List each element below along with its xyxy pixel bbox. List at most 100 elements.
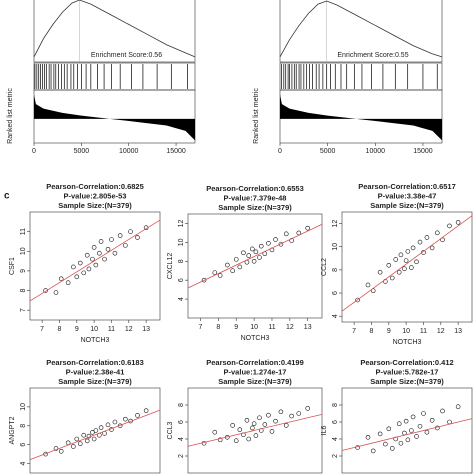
point xyxy=(237,264,243,270)
x-axis-label: NOTCH3 xyxy=(393,339,422,346)
point xyxy=(217,273,223,278)
point xyxy=(257,415,262,421)
point xyxy=(365,434,371,440)
point xyxy=(135,235,140,240)
point xyxy=(91,436,97,442)
point xyxy=(230,268,235,274)
point xyxy=(117,233,123,238)
point xyxy=(402,266,407,272)
point xyxy=(289,413,294,419)
point xyxy=(409,265,414,270)
point xyxy=(105,422,111,428)
y-tick-label: 4 xyxy=(20,462,27,466)
point xyxy=(273,418,278,424)
point xyxy=(396,421,402,427)
plot-title: P-value:1.274e-17 xyxy=(224,367,287,376)
point xyxy=(296,411,302,416)
point xyxy=(105,247,111,252)
plot-title: Sample Size:(N=379) xyxy=(370,377,444,386)
x-tick-label: 5000 xyxy=(74,148,90,155)
point xyxy=(273,237,278,242)
point xyxy=(97,250,102,256)
point xyxy=(414,434,419,439)
point xyxy=(262,422,268,427)
point xyxy=(53,446,59,451)
point xyxy=(93,262,99,268)
point xyxy=(98,425,104,430)
point xyxy=(414,259,419,265)
y-axis-label: CCL3 xyxy=(167,421,174,439)
point xyxy=(143,408,149,413)
x-tick-label: 11 xyxy=(420,328,427,335)
point xyxy=(53,290,59,295)
point xyxy=(90,430,95,435)
point xyxy=(393,257,399,262)
y-tick-label: 6 xyxy=(332,420,339,424)
point xyxy=(305,406,311,411)
x-tick-label: 7 xyxy=(352,328,356,335)
x-tick-label: 12 xyxy=(125,326,133,333)
plot-box xyxy=(341,387,473,474)
point xyxy=(389,275,395,281)
point xyxy=(266,241,271,246)
point xyxy=(455,404,461,410)
x-tick-label: 8 xyxy=(370,328,374,335)
y-tick-label: 11 xyxy=(20,228,27,235)
y-axis-label: Ranked list metric xyxy=(253,88,260,144)
point xyxy=(417,423,423,429)
point xyxy=(283,231,289,237)
point xyxy=(398,252,404,258)
fit-line xyxy=(341,215,473,312)
x-tick-label: 0 xyxy=(278,148,282,155)
y-axis-label: Ranked list metric xyxy=(7,88,14,144)
x-axis-label: NOTCH3 xyxy=(241,335,270,342)
plot-title: Sample Size:(N=379) xyxy=(58,201,132,210)
point xyxy=(237,427,243,432)
y-tick-label: 9 xyxy=(20,269,27,273)
point xyxy=(405,437,411,443)
es-curve xyxy=(279,0,443,58)
point xyxy=(440,408,445,414)
point xyxy=(241,250,246,256)
point xyxy=(251,258,257,264)
point xyxy=(128,229,133,234)
point xyxy=(355,297,360,303)
y-tick-label: 10 xyxy=(20,247,27,255)
point xyxy=(233,257,239,262)
y-tick-label: 4 xyxy=(332,437,339,441)
y-tick-label: 2 xyxy=(178,454,185,458)
annotation: Enrichment Score:0.55 xyxy=(337,52,408,59)
point xyxy=(386,426,392,432)
point xyxy=(86,266,92,272)
point xyxy=(283,423,289,428)
x-tick-label: 15000 xyxy=(166,148,186,155)
y-tick-label: 8 xyxy=(20,424,27,428)
y-tick-label: 2 xyxy=(332,454,339,458)
x-tick-label: 10000 xyxy=(119,148,139,155)
hit-box xyxy=(279,62,443,91)
point xyxy=(90,256,95,262)
point xyxy=(389,446,395,451)
x-tick-label: 11 xyxy=(108,326,115,333)
point xyxy=(429,417,435,423)
point xyxy=(278,409,284,415)
y-tick-label: 8 xyxy=(332,268,339,272)
plot-box xyxy=(187,387,323,474)
plot-title: Sample Size:(N=379) xyxy=(370,201,444,210)
point xyxy=(77,441,83,447)
point xyxy=(43,288,48,293)
plot-title: Pearson-Correlation:0.6825 xyxy=(46,182,144,191)
plot-box xyxy=(29,211,161,321)
x-tick-label: 10 xyxy=(250,324,258,331)
point xyxy=(217,437,223,443)
point xyxy=(257,255,262,260)
y-tick-label: 6 xyxy=(178,420,185,424)
point xyxy=(225,262,230,268)
point xyxy=(429,245,435,251)
y-tick-label: 8 xyxy=(178,259,185,263)
x-tick-label: 13 xyxy=(304,324,312,331)
point xyxy=(447,223,452,229)
x-tick-label: 8 xyxy=(216,324,220,331)
plot-box xyxy=(341,211,473,323)
